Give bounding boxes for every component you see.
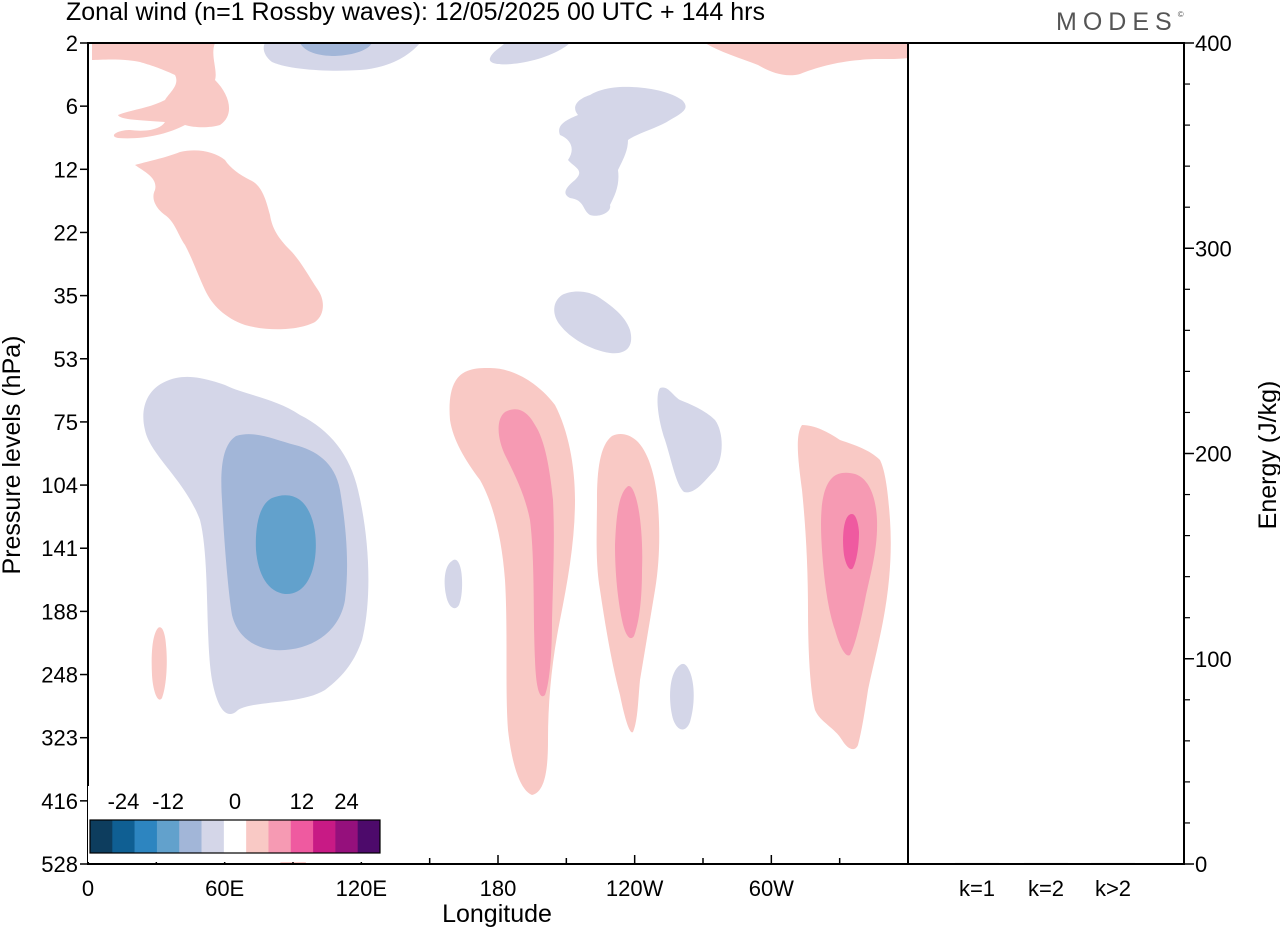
- energy-bar: [955, 862, 999, 864]
- energy-tick-label: 0: [1195, 852, 1207, 877]
- colorbar-swatch: [357, 820, 381, 853]
- positive-region-180-mid: [498, 409, 554, 697]
- energy-bar: [1091, 862, 1135, 864]
- y-tick-label: 35: [54, 284, 78, 309]
- y-tick-label: 188: [41, 599, 78, 624]
- y-tick-label: 53: [54, 347, 78, 372]
- colorbar-swatch: [134, 820, 158, 853]
- y-tick-label: 104: [41, 473, 78, 498]
- positive-regions: [92, 43, 908, 864]
- y-tick-label: 6: [66, 94, 78, 119]
- energy-category-label: k>2: [1095, 876, 1131, 901]
- negative-region-35hpa: [554, 291, 632, 354]
- colorbar-tick-label: -24: [108, 789, 140, 814]
- energy-tick-label: 100: [1195, 647, 1232, 672]
- y-tick-label: 12: [54, 157, 78, 182]
- colorbar-tick-label: 12: [290, 789, 314, 814]
- negative-region-top-core: [300, 43, 372, 56]
- energy-axis-label: Energy (J/kg): [1254, 381, 1280, 530]
- positive-region-upper-left: [92, 43, 230, 139]
- y-tick-label: 2: [66, 31, 78, 56]
- colorbar-swatch: [90, 820, 113, 853]
- x-tick-label: 180: [480, 876, 517, 901]
- x-tick-label: 120E: [336, 876, 387, 901]
- y-axis-label: Pressure levels (hPa): [0, 336, 26, 575]
- y-tick-label: 22: [54, 220, 78, 245]
- y-tick-label: 248: [41, 663, 78, 688]
- energy-bar: [1024, 862, 1068, 864]
- energy-panel-frame: [907, 42, 1185, 865]
- colorbar-swatch: [156, 820, 180, 853]
- brand-mark: ©: [1177, 10, 1184, 19]
- positive-region-30w-core: [843, 514, 859, 570]
- energy-bars: k=1 k=2 k>2: [955, 862, 1135, 901]
- energy-tick-label: 400: [1195, 31, 1232, 56]
- colorbar-swatch: [335, 820, 358, 853]
- negative-region-core-60e: [255, 495, 316, 595]
- colorbar-swatch: [179, 820, 202, 853]
- x-tick-label: 120W: [606, 876, 664, 901]
- energy-tick-label: 300: [1195, 236, 1232, 261]
- colorbar-swatch: [268, 820, 292, 853]
- energy-category-label: k=2: [1028, 876, 1064, 901]
- positive-region-top-right: [705, 43, 908, 76]
- negative-region-75hpa: [657, 387, 722, 493]
- x-tick-label: 60E: [205, 876, 244, 901]
- y-tick-label: 528: [41, 852, 78, 877]
- negative-region-small-160: [444, 559, 463, 609]
- colorbar: -24 -12 0 12 24: [88, 786, 382, 862]
- negative-regions: [143, 43, 722, 730]
- x-axis-label: Longitude: [442, 900, 552, 928]
- colorbar-tick-label: -12: [152, 789, 184, 814]
- colorbar-swatch: [201, 820, 225, 853]
- brand-name: MODES: [1056, 8, 1178, 36]
- colorbar-tick-label: 0: [229, 789, 241, 814]
- negative-region-top-outer: [263, 43, 420, 71]
- negative-region-upper-150w: [559, 86, 686, 216]
- energy-category-label: k=1: [959, 876, 995, 901]
- chart-title: Zonal wind (n=1 Rossby waves): 12/05/202…: [66, 0, 765, 26]
- energy-tick-label: 200: [1195, 442, 1232, 467]
- y-tick-label: 416: [41, 789, 78, 814]
- x-tick-label: 60W: [749, 876, 794, 901]
- brand-logo: MODES©: [1056, 8, 1184, 37]
- energy-panel: k=1 k=2 k>2 0 100 200 300 400 Energy (J/kg): [907, 31, 1280, 901]
- negative-region-top-180: [489, 43, 570, 65]
- positive-region-120w-mid: [615, 486, 643, 639]
- heatmap-panel: 0 60E 120E 180 120W 60W 2 6 12 22 35 53 75 104 141 188 2…: [0, 31, 909, 928]
- y-tick-label: 75: [54, 410, 78, 435]
- negative-region-small-140w: [670, 663, 694, 730]
- y-tick-label: 323: [41, 726, 78, 751]
- colorbar-swatch: [246, 820, 269, 853]
- heatmap-axes: 0 60E 120E 180 120W 60W 2 6 12 22 35 53 75 104 141 188 2…: [41, 31, 841, 901]
- colorbar-swatch: [313, 820, 336, 853]
- colorbar-frame: [89, 819, 381, 854]
- positive-region-22hpa: [135, 150, 323, 330]
- x-tick-label: 0: [82, 876, 94, 901]
- colorbar-swatch: [290, 820, 314, 853]
- colorbar-swatch: [223, 820, 247, 853]
- energy-axis: 0 100 200 300 400: [1184, 31, 1232, 877]
- positive-region-small-30e: [151, 627, 167, 700]
- colorbar-tick-label: 24: [334, 789, 358, 814]
- y-tick-label: 141: [41, 536, 78, 561]
- colorbar-swatch: [112, 820, 135, 853]
